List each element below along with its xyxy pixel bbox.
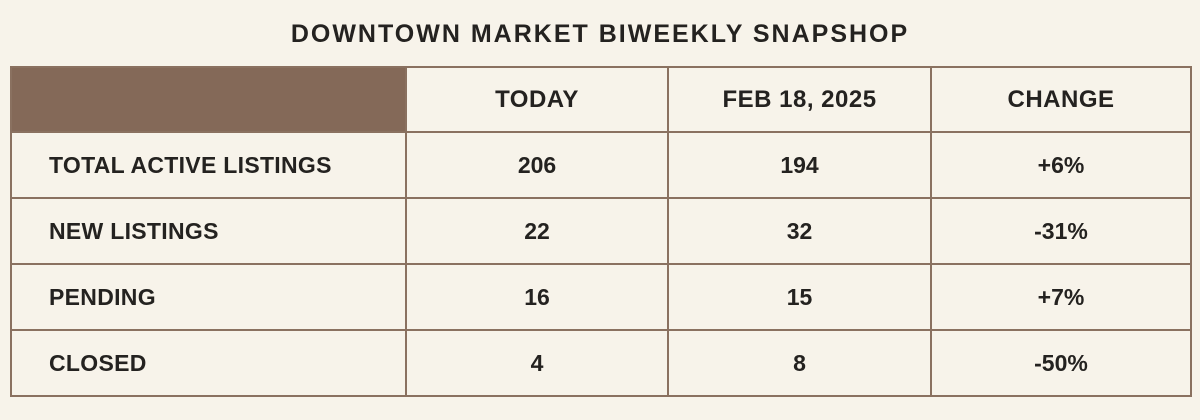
column-header-feb-18-2025: FEB 18, 2025 (667, 66, 932, 133)
cell-value-today: 22 (405, 197, 669, 265)
cell-value-feb-18: 15 (667, 263, 932, 331)
cell-value-feb-18: 8 (667, 329, 932, 397)
snapshot-table: TODAY FEB 18, 2025 CHANGE TOTAL ACTIVE L… (10, 66, 1192, 397)
table-row-closed: CLOSED 4 8 -50% (10, 329, 1192, 397)
cell-value-today: 16 (405, 263, 669, 331)
row-label: PENDING (10, 263, 407, 331)
row-label: CLOSED (10, 329, 407, 397)
cell-value-change: +6% (930, 131, 1192, 199)
column-header-change: CHANGE (930, 66, 1192, 133)
column-header-today: TODAY (405, 66, 669, 133)
cell-value-today: 206 (405, 131, 669, 199)
table-row-new-listings: NEW LISTINGS 22 32 -31% (10, 197, 1192, 265)
cell-value-change: -50% (930, 329, 1192, 397)
row-label: NEW LISTINGS (10, 197, 407, 265)
cell-value-today: 4 (405, 329, 669, 397)
cell-value-feb-18: 32 (667, 197, 932, 265)
page-title: DOWNTOWN MARKET BIWEEKLY SNAPSHOP (290, 20, 910, 48)
cell-value-change: +7% (930, 263, 1192, 331)
table-header-row: TODAY FEB 18, 2025 CHANGE (10, 66, 1192, 133)
table-row-total-active-listings: TOTAL ACTIVE LISTINGS 206 194 +6% (10, 131, 1192, 199)
cell-value-change: -31% (930, 197, 1192, 265)
cell-value-feb-18: 194 (667, 131, 932, 199)
corner-cell (10, 66, 407, 133)
table-row-pending: PENDING 16 15 +7% (10, 263, 1192, 331)
row-label: TOTAL ACTIVE LISTINGS (10, 131, 407, 199)
